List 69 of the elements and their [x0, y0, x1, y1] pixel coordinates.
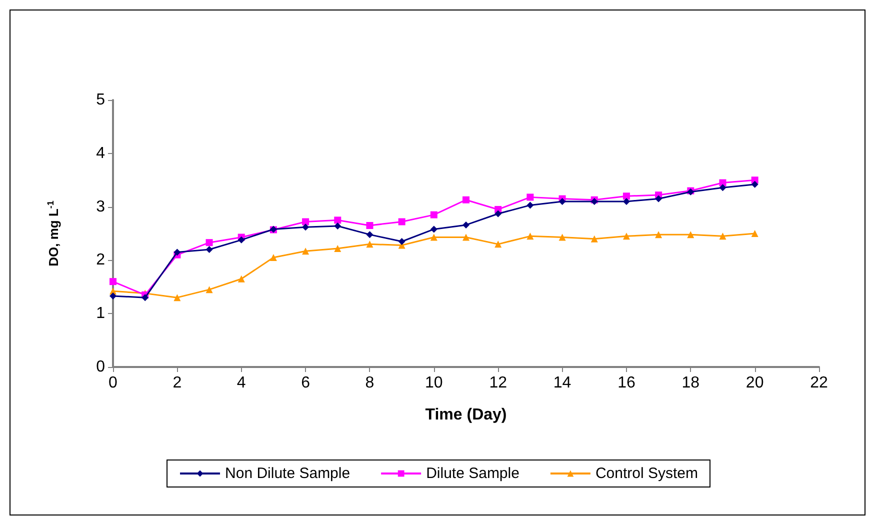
point [206, 246, 213, 254]
point [110, 278, 116, 286]
point [558, 198, 566, 205]
point [334, 222, 342, 230]
y-tick-label: 2 [96, 252, 106, 269]
point [719, 184, 726, 192]
point [622, 232, 630, 240]
x-tick-label: 18 [682, 374, 700, 392]
point [302, 218, 310, 226]
point [462, 196, 470, 204]
y-tick-label: 0 [96, 358, 106, 376]
x-tick-label: 0 [108, 374, 118, 392]
y-tick-label: 1 [96, 305, 106, 322]
point [174, 248, 181, 256]
x-tick-label: 22 [810, 374, 828, 392]
point [655, 195, 662, 202]
point [494, 210, 502, 218]
point [206, 286, 213, 294]
point [590, 235, 598, 242]
point [334, 216, 342, 224]
x-tick-label: 16 [618, 374, 636, 392]
point [398, 238, 406, 246]
x-tick-label: 10 [425, 374, 443, 392]
point [238, 236, 245, 244]
point [302, 224, 310, 231]
x-tick-label: 8 [365, 374, 374, 392]
point [526, 202, 534, 209]
point [622, 192, 630, 200]
point [366, 231, 374, 238]
legend-label: Dilute Sample [426, 465, 520, 482]
point [526, 232, 534, 240]
point [334, 244, 342, 252]
point [366, 240, 374, 248]
legend-label: Control System [595, 465, 698, 482]
x-tick-label: 2 [172, 374, 182, 392]
point [270, 254, 277, 262]
point [494, 240, 502, 248]
point [398, 218, 406, 226]
point [687, 231, 694, 238]
point [462, 221, 470, 228]
point [719, 232, 726, 240]
point [655, 231, 662, 238]
point [526, 194, 534, 201]
point [206, 239, 213, 246]
point [751, 230, 758, 237]
point [142, 294, 149, 302]
point [238, 275, 245, 282]
y-tick-label: 4 [96, 144, 106, 162]
point [430, 234, 438, 241]
x-axis-title: Time (Day) [425, 406, 507, 424]
point [430, 226, 438, 233]
x-tick-label: 4 [236, 374, 246, 392]
point [751, 180, 758, 188]
point [174, 294, 181, 302]
legend-label: Non Dilute Sample [225, 465, 350, 482]
point [622, 198, 630, 205]
point [462, 234, 470, 241]
point [110, 292, 116, 300]
x-tick-label: 20 [746, 374, 764, 392]
y-tick-label: 5 [96, 92, 106, 108]
point [302, 248, 310, 255]
point [558, 234, 566, 241]
y-axis-title: DO, mg L-1 [46, 200, 61, 266]
point [430, 211, 438, 218]
x-tick-label: 6 [301, 374, 310, 392]
y-tick-label: 3 [96, 198, 106, 216]
point [366, 222, 374, 229]
x-tick-label: 14 [553, 374, 572, 392]
x-tick-label: 12 [489, 374, 508, 392]
